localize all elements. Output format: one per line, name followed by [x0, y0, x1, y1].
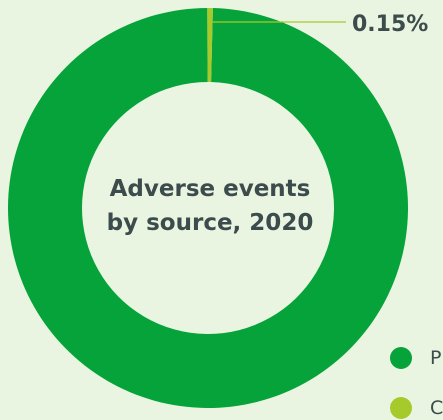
legend-swatch-c: [390, 397, 412, 419]
legend-label-p: P: [430, 347, 442, 369]
callout-percentage-label: 0.15%: [352, 12, 429, 37]
donut-slice-p: [7, 8, 408, 408]
legend-item-c: C: [390, 396, 443, 420]
center-title-line-1: Adverse events: [109, 176, 311, 202]
donut-slice-c: [207, 7, 213, 83]
legend-swatch-p: [390, 347, 412, 369]
legend-label-c: C: [430, 397, 443, 419]
chart-center-title: Adverse events by source, 2020: [60, 172, 360, 240]
center-title-line-2: by source, 2020: [106, 210, 314, 236]
legend-item-p: P: [390, 346, 441, 370]
